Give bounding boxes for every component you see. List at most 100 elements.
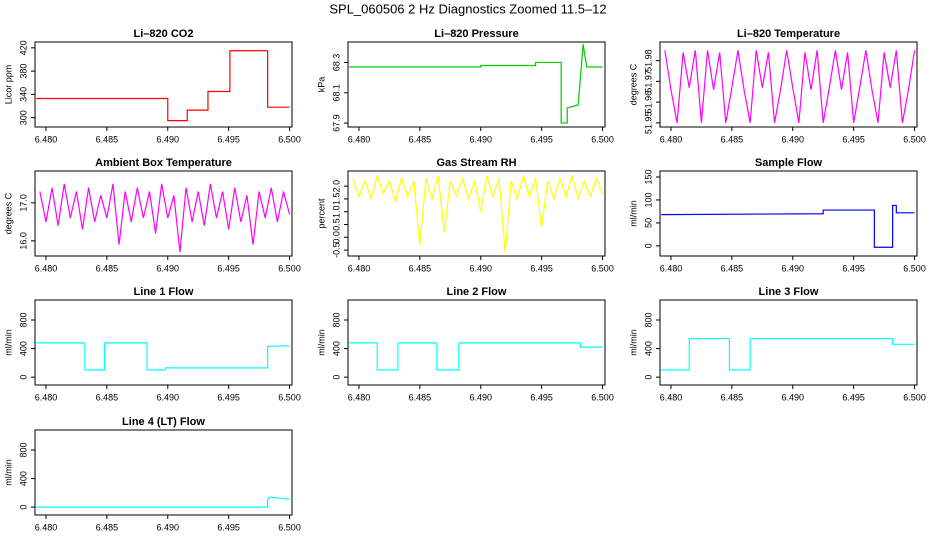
y-tick-label: 150 (643, 169, 653, 184)
y-axis-label: kPa (316, 77, 326, 93)
x-tick-label: 6.485 (409, 392, 432, 402)
x-tick-label: 6.490 (156, 522, 179, 532)
y-tick-label: 0 (643, 243, 653, 248)
y-tick-label: 800 (331, 312, 341, 327)
x-tick-label: 6.485 (96, 263, 119, 273)
x-tick-label: 6.480 (35, 134, 58, 144)
x-tick-label: 6.490 (781, 134, 804, 144)
x-tick-label: 6.480 (348, 263, 371, 273)
x-tick-label: 6.500 (591, 263, 614, 273)
plot-frame (34, 41, 293, 128)
x-tick-label: 6.485 (721, 134, 744, 144)
y-tick-label: 380 (18, 64, 28, 79)
y-tick-label: 0.0 (331, 231, 341, 244)
y-axis-label: ml/min (628, 200, 638, 227)
y-tick-label: 800 (18, 312, 28, 327)
data-line (664, 50, 916, 123)
plot-frame (659, 41, 918, 128)
x-tick-label: 6.495 (842, 134, 865, 144)
y-tick-label: 51.96 (643, 91, 653, 114)
x-tick-label: 6.500 (278, 392, 301, 402)
y-tick-label: 2.0 (331, 180, 341, 193)
y-axis-label: ml/min (628, 329, 638, 356)
x-tick-label: 6.495 (217, 522, 240, 532)
y-tick-label: 16.0 (18, 232, 28, 250)
y-axis-label: Licor ppm (3, 65, 13, 105)
y-tick-label: 0 (18, 375, 28, 380)
x-tick-label: 6.500 (903, 134, 926, 144)
panel-title: Gas Stream RH (436, 157, 516, 169)
x-tick-label: 6.485 (96, 134, 119, 144)
data-line (661, 204, 915, 248)
panel-title: Li–820 Pressure (434, 28, 518, 40)
x-tick-label: 6.490 (781, 263, 804, 273)
x-tick-label: 6.500 (278, 263, 301, 273)
x-tick-label: 6.480 (35, 392, 58, 402)
y-tick-label: 67.9 (331, 114, 341, 132)
x-tick-label: 6.500 (903, 392, 926, 402)
y-tick-label: 100 (643, 192, 653, 207)
x-tick-label: 6.485 (409, 263, 432, 273)
x-tick-label: 6.500 (278, 522, 301, 532)
x-tick-label: 6.480 (348, 392, 371, 402)
y-tick-label: 420 (18, 40, 28, 55)
plot-frame (659, 299, 918, 386)
data-line (349, 44, 603, 124)
plot-frame (347, 299, 606, 386)
y-tick-label: 800 (18, 442, 28, 457)
data-line (39, 183, 291, 253)
plot-frame (34, 429, 293, 516)
plot-frame (347, 170, 606, 257)
x-tick-label: 6.485 (409, 134, 432, 144)
y-tick-label: 68.3 (331, 54, 341, 72)
y-axis-label: degrees C (628, 63, 638, 105)
x-tick-label: 6.500 (591, 392, 614, 402)
y-axis-label: ml/min (3, 329, 13, 356)
x-tick-label: 6.495 (530, 134, 553, 144)
data-line (36, 342, 290, 371)
panel-title: Line 4 (LT) Flow (122, 416, 205, 428)
y-tick-label: 17.0 (18, 194, 28, 212)
y-tick-label: 51.97 (643, 70, 653, 93)
y-tick-label: -0.5 (331, 242, 341, 258)
y-tick-label: 68.1 (331, 84, 341, 102)
y-tick-label: 340 (18, 87, 28, 102)
plot-frame (34, 299, 293, 386)
y-tick-label: 50 (643, 218, 653, 228)
x-tick-label: 6.490 (156, 263, 179, 273)
y-tick-label: 400 (643, 341, 653, 356)
x-tick-label: 6.495 (842, 263, 865, 273)
x-tick-label: 6.490 (469, 392, 492, 402)
y-tick-label: 1.5 (331, 193, 341, 206)
panel-title: Line 1 Flow (134, 286, 194, 298)
y-tick-label: 300 (18, 110, 28, 125)
x-tick-label: 6.490 (156, 134, 179, 144)
y-tick-label: 0 (643, 375, 653, 380)
x-tick-label: 6.495 (217, 392, 240, 402)
plot-frame (347, 41, 606, 128)
panel-title: Li–820 Temperature (737, 28, 840, 40)
y-tick-label: 800 (643, 312, 653, 327)
panel-title: Ambient Box Temperature (95, 157, 232, 169)
data-line (352, 173, 604, 253)
x-tick-label: 6.480 (35, 522, 58, 532)
y-tick-label: 400 (18, 471, 28, 486)
y-axis-label: ml/min (316, 329, 326, 356)
y-tick-label: 51.98 (643, 49, 653, 72)
x-tick-label: 6.490 (469, 134, 492, 144)
y-axis-label: ml/min (3, 459, 13, 486)
x-tick-label: 6.500 (903, 263, 926, 273)
y-tick-label: 0 (331, 375, 341, 380)
x-tick-label: 6.480 (660, 392, 683, 402)
y-axis-label: percent (316, 198, 326, 229)
x-tick-label: 6.485 (96, 392, 119, 402)
plot-frame (34, 170, 293, 257)
x-tick-label: 6.480 (660, 263, 683, 273)
panel-title: Sample Flow (755, 157, 823, 169)
panel-title: Line 3 Flow (759, 286, 819, 298)
panel-title: Li–820 CO2 (134, 28, 194, 40)
y-tick-label: 0 (18, 505, 28, 510)
x-tick-label: 6.485 (721, 392, 744, 402)
x-tick-label: 6.490 (469, 263, 492, 273)
data-line (36, 496, 290, 508)
